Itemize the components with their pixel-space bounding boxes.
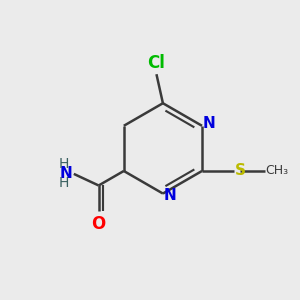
Text: S: S [235,164,246,178]
Text: CH₃: CH₃ [266,164,289,178]
Text: H: H [58,157,69,171]
Text: N: N [203,116,215,131]
Text: N: N [164,188,176,203]
Text: O: O [92,214,106,232]
Text: Cl: Cl [148,54,165,72]
Text: H: H [58,176,69,190]
Text: N: N [59,167,72,182]
